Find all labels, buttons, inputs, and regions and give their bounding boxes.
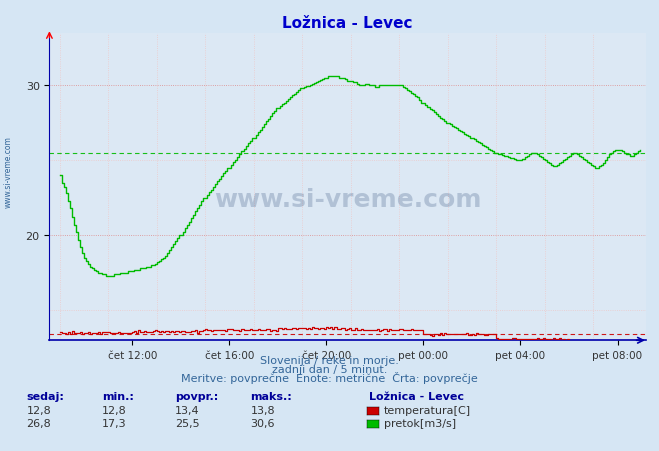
Title: Ložnica - Levec: Ložnica - Levec [282, 16, 413, 31]
Text: pretok[m3/s]: pretok[m3/s] [384, 418, 455, 428]
Text: 12,8: 12,8 [26, 405, 51, 414]
Text: 26,8: 26,8 [26, 418, 51, 428]
Text: Ložnica - Levec: Ložnica - Levec [369, 391, 464, 401]
Text: 12,8: 12,8 [102, 405, 127, 414]
Text: zadnji dan / 5 minut.: zadnji dan / 5 minut. [272, 364, 387, 374]
Text: 13,8: 13,8 [250, 405, 275, 414]
Text: Slovenija / reke in morje.: Slovenija / reke in morje. [260, 355, 399, 365]
Text: temperatura[C]: temperatura[C] [384, 405, 471, 414]
Text: maks.:: maks.: [250, 391, 292, 401]
Text: 13,4: 13,4 [175, 405, 199, 414]
Text: 17,3: 17,3 [102, 418, 127, 428]
Text: min.:: min.: [102, 391, 134, 401]
Text: povpr.:: povpr.: [175, 391, 218, 401]
Text: sedaj:: sedaj: [26, 391, 64, 401]
Text: 25,5: 25,5 [175, 418, 199, 428]
Text: Meritve: povprečne  Enote: metrične  Črta: povprečje: Meritve: povprečne Enote: metrične Črta:… [181, 371, 478, 383]
Text: www.si-vreme.com: www.si-vreme.com [4, 135, 13, 207]
Text: 30,6: 30,6 [250, 418, 275, 428]
Text: www.si-vreme.com: www.si-vreme.com [214, 188, 481, 212]
